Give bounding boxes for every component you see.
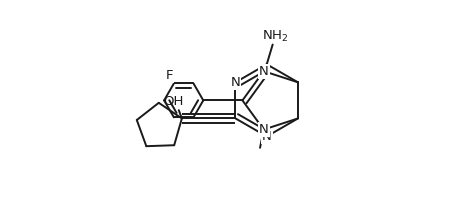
Text: N: N bbox=[262, 130, 272, 143]
Text: N: N bbox=[230, 76, 240, 89]
Text: OH: OH bbox=[163, 96, 184, 108]
Text: F: F bbox=[166, 69, 173, 82]
Text: NH$_2$: NH$_2$ bbox=[262, 29, 288, 44]
Text: N: N bbox=[259, 123, 268, 136]
Text: N: N bbox=[259, 65, 268, 78]
